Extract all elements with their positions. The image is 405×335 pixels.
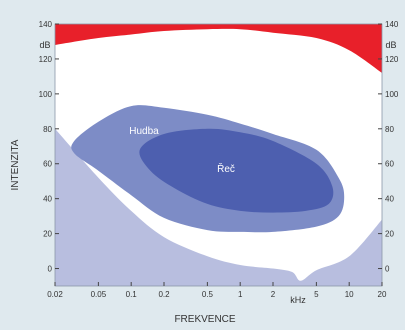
y-tick-label-left-3: 60: [43, 160, 52, 169]
y-tick-label-right-4: 80: [385, 125, 394, 134]
x-axis-label: FREKVENCE: [174, 314, 235, 325]
region-label-speech: Řeč: [217, 162, 235, 175]
x-tick-label-8: 10: [345, 290, 354, 299]
x-tick-label-1: 0.05: [91, 290, 107, 299]
y-tick-label-left-7: 140: [39, 20, 53, 29]
y-tick-label-right-2: 40: [385, 195, 394, 204]
region-below-threshold: [55, 128, 382, 286]
y-tick-label-left-6: 120: [39, 55, 53, 64]
left-ticks-group: 0 20 40 60 80 100 120 140: [39, 20, 59, 274]
x-tick-label-4: 0.5: [202, 290, 214, 299]
region-label-pain: Práh bolesti: [199, 38, 252, 49]
y-unit-right-label: dB: [385, 40, 396, 50]
x-tick-label-3: 0.2: [158, 290, 170, 299]
region-label-music: Hudba: [129, 126, 159, 137]
y-tick-label-left-0: 0: [48, 265, 53, 274]
region-speech: [139, 128, 334, 213]
x-tick-label-6: 2: [271, 290, 276, 299]
y-tick-label-right-7: 140: [385, 20, 399, 29]
right-ticks-group: 0 20 40 60 80 100 120 140: [378, 20, 399, 274]
x-tick-label-2: 0.1: [126, 290, 138, 299]
bottom-ticks-group: 0.02 0.05 0.1 0.2 0.5 1 2 5 10 20: [47, 282, 387, 299]
y-tick-label-right-0: 0: [385, 265, 390, 274]
regions-group: [54, 23, 383, 287]
plot-border: [54, 23, 383, 287]
labels-group: FREKVENCE INTENZITA kHz dB dB Práh boles…: [10, 38, 397, 325]
y-axis-label: INTENZITA: [10, 139, 21, 190]
x-tick-label-0: 0.02: [47, 290, 63, 299]
x-tick-label-5: 1: [238, 290, 243, 299]
region-pain-threshold: [55, 24, 382, 73]
y-tick-label-right-5: 100: [385, 90, 399, 99]
y-tick-label-left-2: 40: [43, 195, 52, 204]
y-unit-left-label: dB: [39, 40, 50, 50]
y-tick-label-right-3: 60: [385, 160, 394, 169]
y-tick-label-right-1: 20: [385, 230, 394, 239]
x-tick-label-7: 5: [314, 290, 319, 299]
y-tick-label-left-1: 20: [43, 230, 52, 239]
x-unit-label: kHz: [290, 295, 306, 305]
x-tick-label-9: 20: [378, 290, 387, 299]
y-tick-label-right-6: 120: [385, 55, 399, 64]
y-tick-label-left-5: 100: [39, 90, 53, 99]
y-tick-label-left-4: 80: [43, 125, 52, 134]
